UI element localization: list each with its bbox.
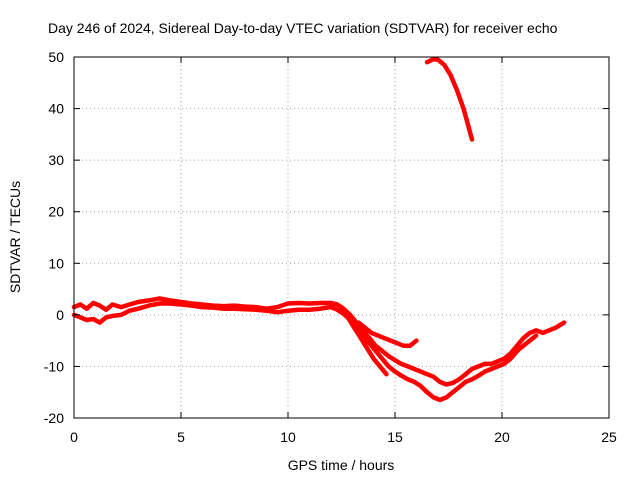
y-tick-label: -20 bbox=[44, 410, 64, 426]
x-tick-label: 10 bbox=[280, 429, 296, 445]
x-axis-label: GPS time / hours bbox=[288, 457, 395, 473]
y-tick-label: 50 bbox=[48, 49, 64, 65]
y-tick-label: 0 bbox=[56, 307, 64, 323]
y-axis-label: SDTVAR / TECUs bbox=[7, 181, 23, 293]
axis-ticks bbox=[73, 56, 610, 419]
x-tick-label: 25 bbox=[601, 429, 617, 445]
x-tick-label: 5 bbox=[177, 429, 185, 445]
y-axis-tick-labels: -20 -10 0 10 20 30 40 50 bbox=[44, 49, 64, 426]
y-tick-label: 40 bbox=[48, 101, 64, 117]
x-axis-tick-labels: 0 5 10 15 20 25 bbox=[70, 429, 617, 445]
x-tick-label: 20 bbox=[494, 429, 510, 445]
y-tick-label: -10 bbox=[44, 358, 64, 374]
trace-high bbox=[424, 56, 475, 142]
y-tick-label: 30 bbox=[48, 152, 64, 168]
grid-lines bbox=[74, 57, 609, 418]
chart-title: Day 246 of 2024, Sidereal Day-to-day VTE… bbox=[48, 20, 558, 36]
trace-branch-steep bbox=[339, 304, 389, 377]
trace-branch-short bbox=[356, 320, 419, 349]
trace-main-upper bbox=[71, 296, 567, 387]
y-tick-label: 10 bbox=[48, 255, 64, 271]
trace-main-lower bbox=[71, 301, 539, 403]
x-tick-label: 15 bbox=[387, 429, 403, 445]
x-tick-label: 0 bbox=[70, 429, 78, 445]
plot-frame bbox=[73, 56, 610, 419]
data-traces bbox=[71, 56, 567, 403]
y-tick-label: 20 bbox=[48, 204, 64, 220]
